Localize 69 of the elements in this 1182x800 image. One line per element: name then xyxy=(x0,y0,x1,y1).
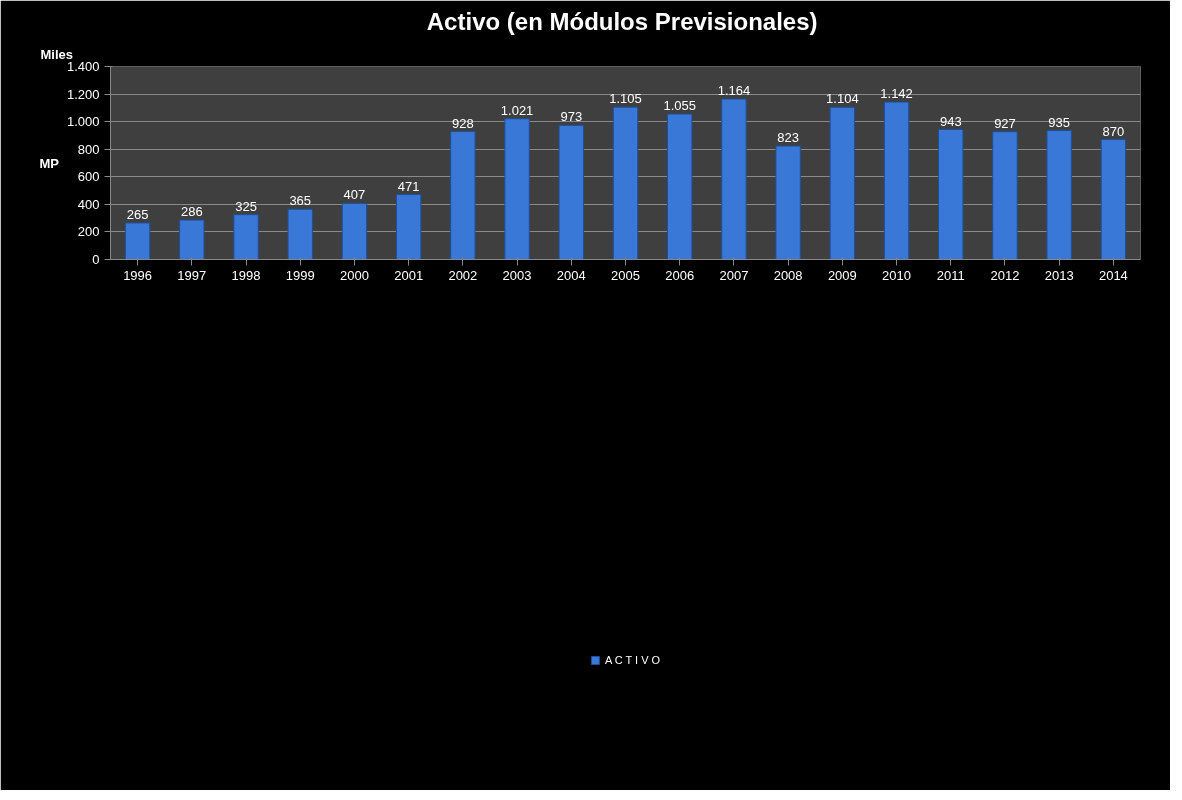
x-tick-label: 1996 xyxy=(123,267,153,283)
x-tick-label: 1998 xyxy=(231,267,261,283)
data-label: 365 xyxy=(289,193,312,209)
bar xyxy=(341,202,368,260)
bar xyxy=(504,118,530,260)
bar xyxy=(124,222,151,260)
bar xyxy=(558,124,584,260)
y-tick-label: 0 xyxy=(92,252,100,267)
x-tick-label: 2011 xyxy=(936,267,965,283)
y-tick-label: 800 xyxy=(77,141,100,157)
data-label: 286 xyxy=(180,204,203,220)
chart-title: Activo (en Módulos Previsionales) xyxy=(426,7,818,35)
x-tick-label: 2005 xyxy=(611,267,640,283)
data-label: 407 xyxy=(343,187,366,203)
x-tick-label: 1997 xyxy=(177,267,207,283)
data-label: 935 xyxy=(1048,114,1071,130)
data-label: 943 xyxy=(939,113,962,129)
data-label: 973 xyxy=(560,109,583,125)
data-label: 471 xyxy=(397,178,420,194)
data-label: 1.104 xyxy=(826,91,859,107)
data-label: 823 xyxy=(777,130,799,146)
x-tick-label: 2006 xyxy=(665,267,695,283)
y-tick-label: 400 xyxy=(77,196,100,212)
x-tick-label: 2003 xyxy=(502,267,532,283)
bar xyxy=(612,106,639,260)
y-tick-label: 1.400 xyxy=(66,59,100,74)
bar xyxy=(179,219,205,260)
y-tick-label: 200 xyxy=(77,224,100,240)
bar xyxy=(233,214,259,260)
data-label: 325 xyxy=(235,198,257,214)
y-tick-label: 1.000 xyxy=(66,114,100,130)
data-label: 265 xyxy=(126,206,149,222)
x-tick-label: 2012 xyxy=(990,267,1020,283)
data-label: 928 xyxy=(452,115,474,131)
bar xyxy=(667,113,693,260)
bar xyxy=(775,145,801,260)
bar xyxy=(721,98,747,260)
x-tick-label: 2014 xyxy=(1098,267,1128,283)
y-tick-label: 1.200 xyxy=(66,86,100,102)
bar xyxy=(938,129,964,260)
x-tick-label: 2008 xyxy=(773,267,803,283)
bar xyxy=(992,131,1018,260)
x-tick-label: 2010 xyxy=(882,267,912,283)
bar xyxy=(450,131,476,260)
data-label: 927 xyxy=(994,115,1016,131)
bar xyxy=(395,194,422,260)
x-tick-label: 2004 xyxy=(556,267,586,283)
x-tick-label: 2001 xyxy=(394,267,424,283)
data-label: 1.055 xyxy=(663,98,696,114)
x-tick-label: 2013 xyxy=(1044,267,1074,283)
bar xyxy=(1046,130,1072,260)
y-axis-title: MP xyxy=(39,155,60,171)
data-label: 1.105 xyxy=(609,91,642,107)
y-tick-label: 600 xyxy=(77,169,100,185)
bar xyxy=(829,106,856,260)
x-tick-label: 2009 xyxy=(827,267,857,283)
x-tick-label: 1999 xyxy=(285,267,315,283)
bar xyxy=(1100,139,1127,260)
bar xyxy=(287,208,313,260)
text: Miles xyxy=(40,46,74,62)
data-label: 1.164 xyxy=(717,83,751,99)
x-tick-label: 2000 xyxy=(339,267,369,283)
x-tick-label: 2007 xyxy=(719,267,749,283)
bar xyxy=(883,101,910,260)
data-label: 870 xyxy=(1102,123,1125,139)
data-label: 1.021 xyxy=(500,102,534,118)
x-tick-label: 2002 xyxy=(448,267,478,283)
data-label: 1.142 xyxy=(880,86,913,102)
legend-label: A C T I V O xyxy=(604,654,661,666)
